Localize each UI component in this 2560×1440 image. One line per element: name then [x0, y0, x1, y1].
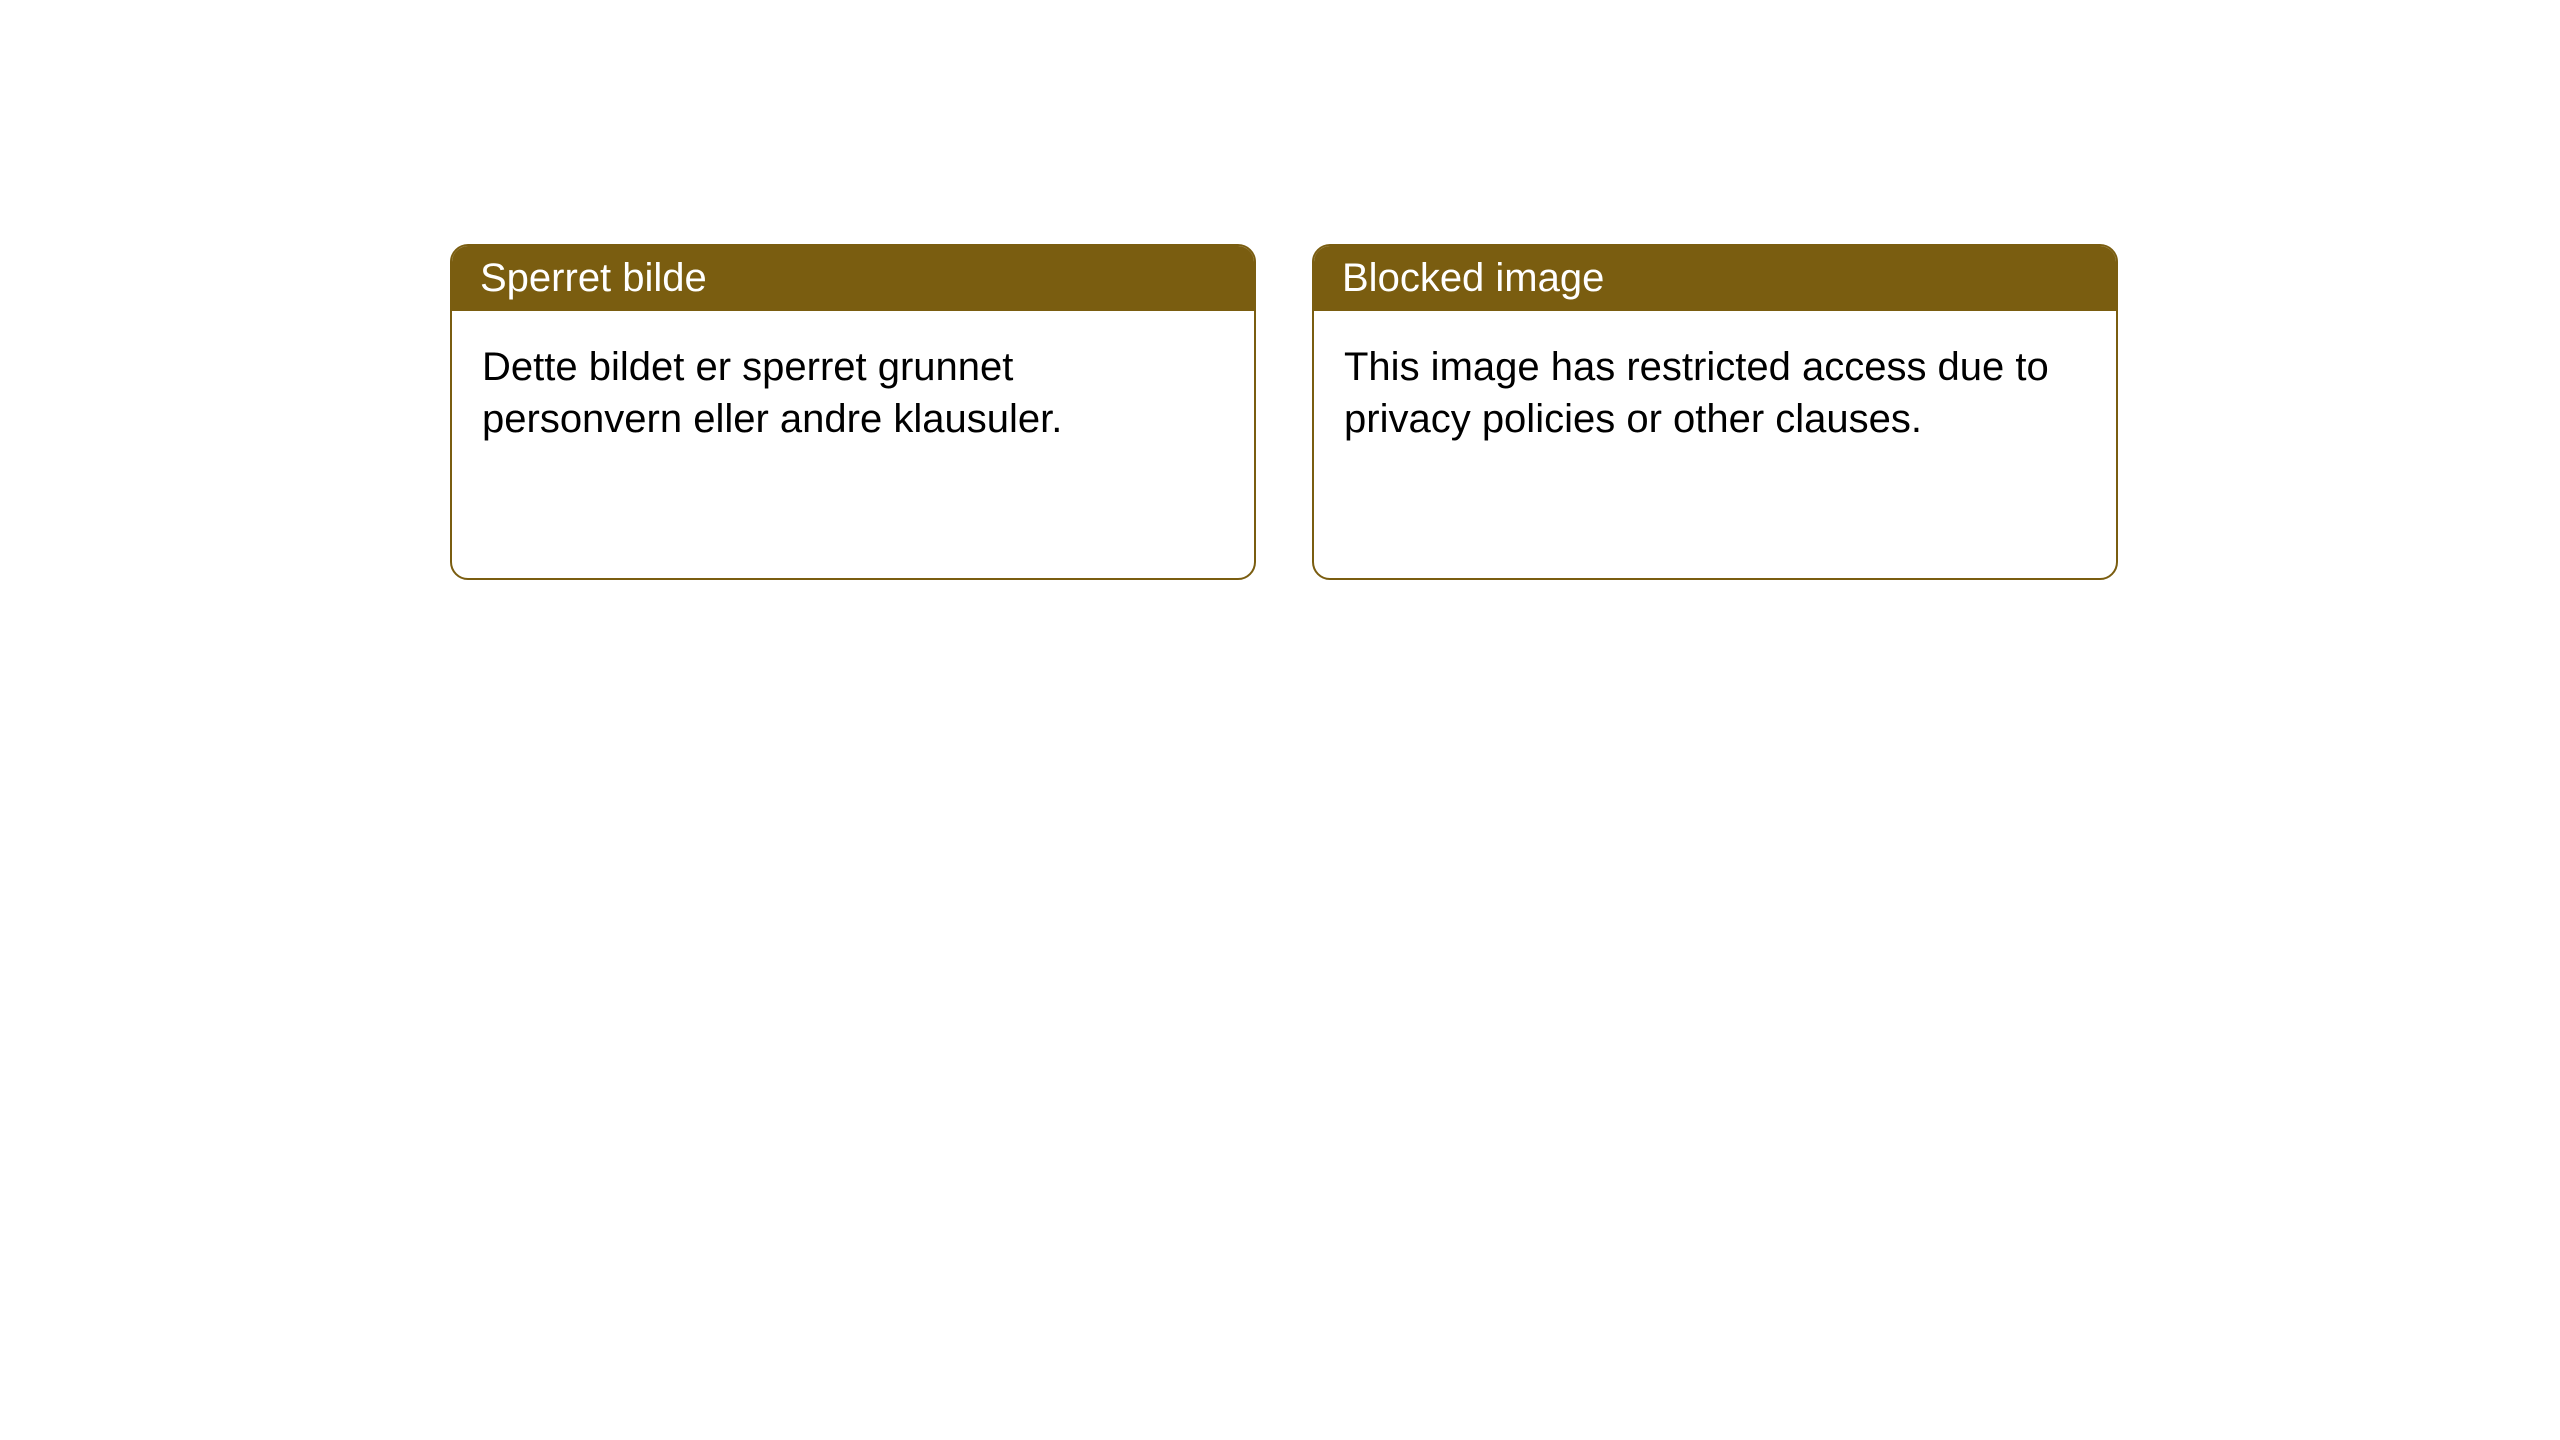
notice-card-body: This image has restricted access due to … — [1314, 311, 2116, 475]
notice-card-english: Blocked image This image has restricted … — [1312, 244, 2118, 580]
notice-card-body: Dette bildet er sperret grunnet personve… — [452, 311, 1254, 475]
notice-card-title: Sperret bilde — [452, 246, 1254, 311]
notice-card-container: Sperret bilde Dette bildet er sperret gr… — [0, 0, 2560, 580]
notice-card-title: Blocked image — [1314, 246, 2116, 311]
notice-card-norwegian: Sperret bilde Dette bildet er sperret gr… — [450, 244, 1256, 580]
